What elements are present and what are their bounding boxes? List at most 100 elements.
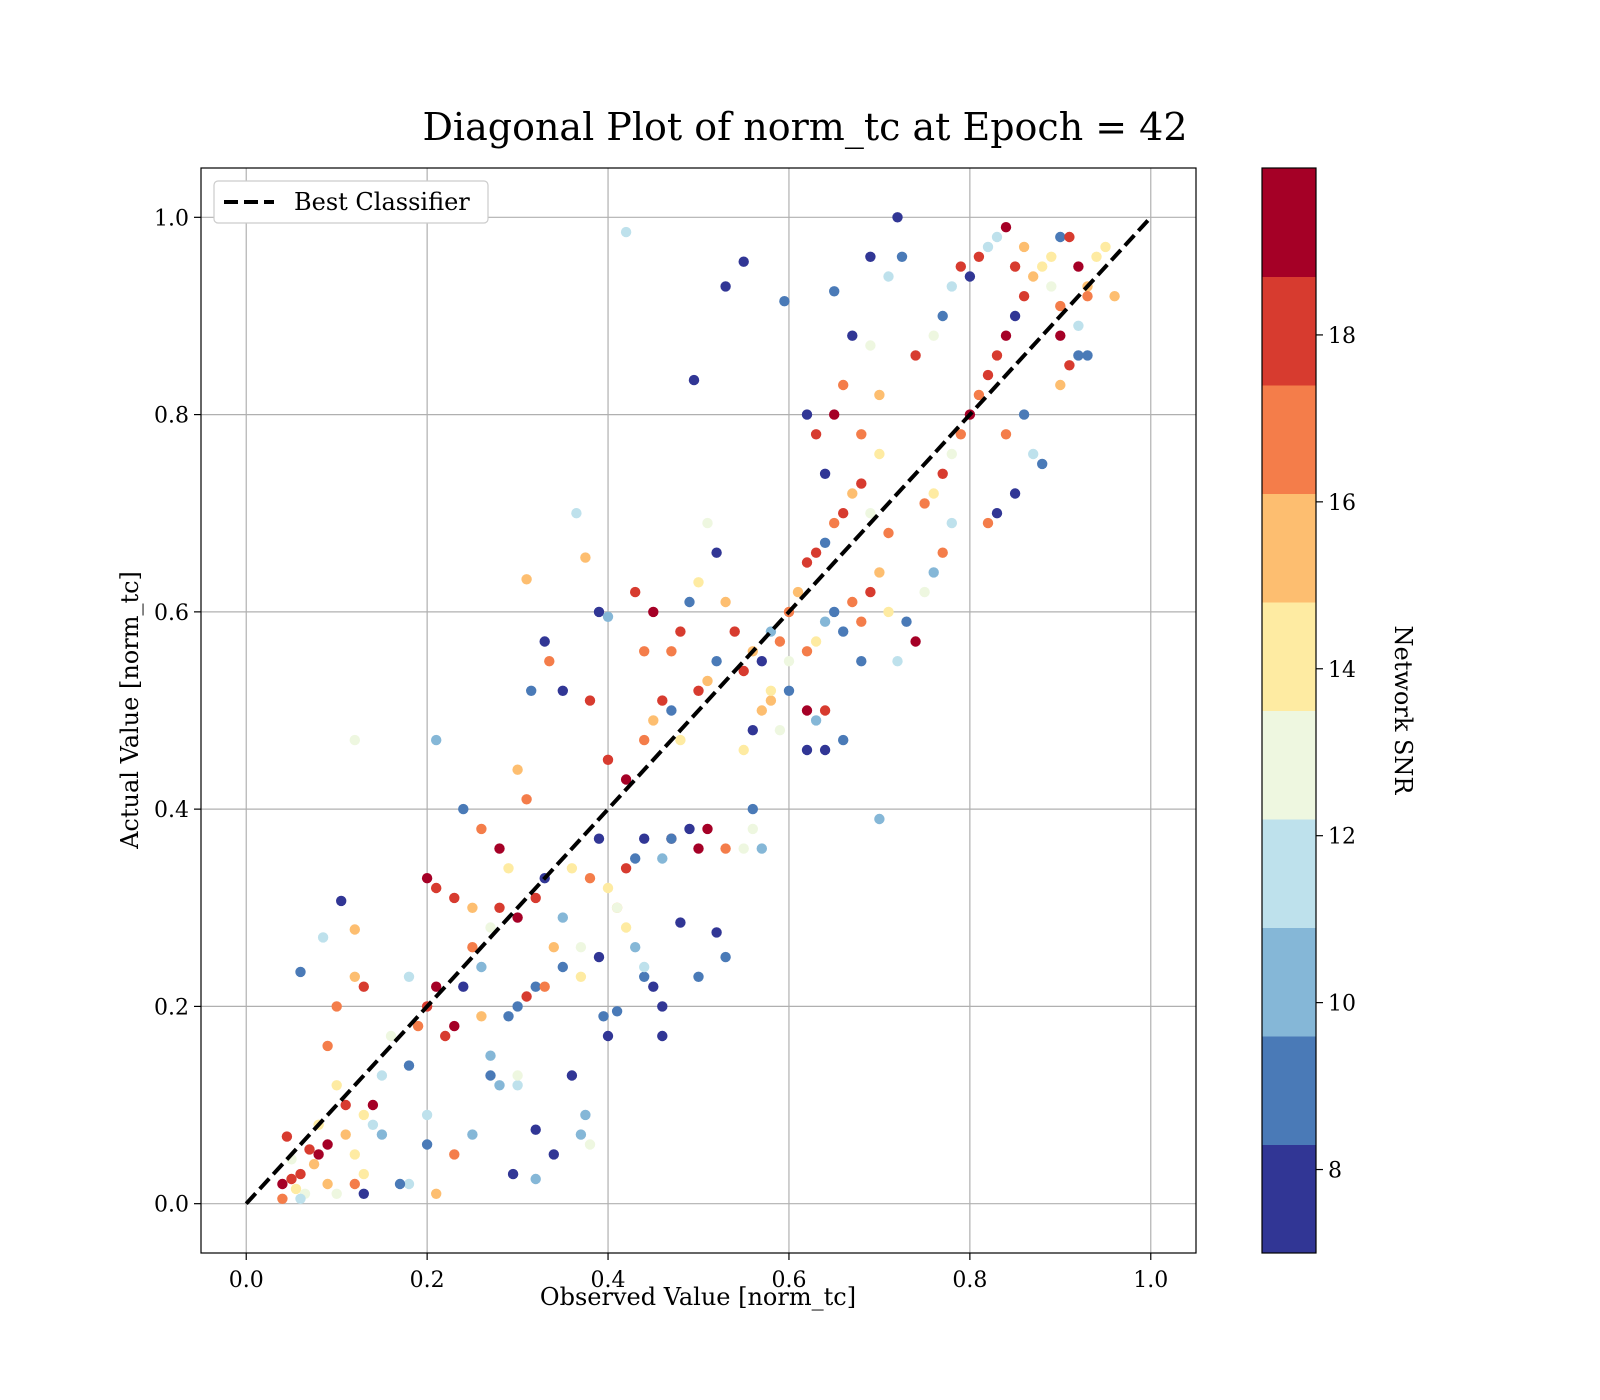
scatter-point xyxy=(322,1139,333,1150)
y-axis-label: Actual Value [norm_tc] xyxy=(116,571,144,850)
scatter-point xyxy=(810,547,822,558)
scatter-point xyxy=(838,626,849,637)
scatter-point xyxy=(720,596,731,608)
x-axis-label: Observed Value [norm_tc] xyxy=(540,1283,856,1311)
scatter-point xyxy=(829,286,840,297)
colorbar-tick-label: 10 xyxy=(1328,992,1356,1017)
scatter-point xyxy=(349,971,360,982)
scatter-point xyxy=(277,1193,288,1205)
scatter-point xyxy=(964,271,976,282)
scatter-point xyxy=(702,823,713,835)
scatter-points xyxy=(277,212,1120,1205)
scatter-point xyxy=(856,478,867,489)
scatter-point xyxy=(485,1050,496,1061)
scatter-point xyxy=(358,1188,369,1200)
colorbar-band xyxy=(1262,602,1316,711)
scatter-point xyxy=(675,626,686,637)
scatter-point xyxy=(376,1070,388,1081)
scatter-point xyxy=(1082,291,1093,302)
scatter-point xyxy=(331,1080,342,1091)
scatter-point xyxy=(1000,330,1012,341)
scatter-point xyxy=(476,1011,487,1022)
scatter-point xyxy=(801,744,813,756)
scatter-point xyxy=(874,448,885,460)
scatter-point xyxy=(412,1020,424,1032)
scatter-point xyxy=(810,715,822,726)
scatter-point xyxy=(856,616,867,627)
scatter-point xyxy=(467,1129,478,1140)
scatter-point xyxy=(1073,261,1084,272)
colorbar-tick-label: 16 xyxy=(1328,491,1356,516)
scatter-point xyxy=(738,843,749,854)
scatter-point xyxy=(738,665,749,677)
scatter-point xyxy=(982,241,994,253)
scatter-point xyxy=(575,971,587,982)
scatter-point xyxy=(892,656,903,667)
scatter-point xyxy=(991,508,1003,519)
x-tick-label: 0.8 xyxy=(952,1268,987,1293)
y-axis-ticks: 0.0 0.2 0.4 0.6 0.8 1.0 xyxy=(154,206,201,1218)
scatter-point xyxy=(1091,251,1102,262)
scatter-point xyxy=(838,734,849,746)
scatter-point xyxy=(593,951,605,963)
scatter-point xyxy=(331,1001,342,1012)
scatter-point xyxy=(1000,429,1012,440)
scatter-point xyxy=(693,971,704,982)
scatter-point xyxy=(657,1030,668,1042)
scatter-point xyxy=(639,833,650,844)
scatter-point xyxy=(747,823,758,835)
scatter-point xyxy=(1082,350,1093,361)
scatter-point xyxy=(449,1149,460,1160)
scatter-point xyxy=(874,813,885,825)
chart-title: Diagonal Plot of norm_tc at Epoch = 42 xyxy=(422,105,1187,150)
scatter-point xyxy=(747,725,758,736)
colorbar-band xyxy=(1262,819,1316,928)
scatter-point xyxy=(829,606,840,618)
scatter-point xyxy=(1009,261,1021,272)
scatter-point xyxy=(358,981,369,992)
scatter-point xyxy=(666,833,677,844)
scatter-point xyxy=(1100,241,1111,253)
scatter-point xyxy=(937,310,948,322)
legend: Best Classifier xyxy=(213,180,489,224)
scatter-point xyxy=(557,961,568,973)
scatter-point xyxy=(639,646,650,657)
scatter-point xyxy=(765,685,777,696)
scatter-point xyxy=(566,863,578,874)
colorbar-tick-label: 14 xyxy=(1328,658,1356,683)
plot-area: 0.0 0.2 0.4 0.6 0.8 1.0 0.0 0.2 0.4 0.6 0.8 1.0 xyxy=(154,167,1197,1293)
scatter-point xyxy=(571,508,582,519)
scatter-point xyxy=(277,1178,288,1190)
best-classifier-line xyxy=(244,215,1153,1206)
colorbar-band xyxy=(1262,276,1316,386)
scatter-point xyxy=(358,1109,369,1121)
x-tick-label: 0.4 xyxy=(591,1268,626,1293)
scatter-point xyxy=(322,1040,333,1052)
scatter-point xyxy=(440,1030,451,1042)
scatter-point xyxy=(611,1006,623,1017)
scatter-point xyxy=(756,705,767,716)
scatter-point xyxy=(521,794,532,805)
scatter-point xyxy=(431,882,442,894)
scatter-point xyxy=(693,685,704,696)
scatter-point xyxy=(1064,231,1075,243)
scatter-point xyxy=(403,1178,415,1190)
scatter-point xyxy=(937,547,948,558)
colorbar-tick-label: 18 xyxy=(1328,324,1356,349)
scatter-point xyxy=(308,1159,320,1170)
y-tick-label: 0.0 xyxy=(154,1193,189,1218)
x-tick-label: 0.0 xyxy=(229,1268,264,1293)
scatter-point xyxy=(801,557,813,568)
scatter-point xyxy=(530,1173,541,1185)
scatter-point xyxy=(503,863,514,874)
colorbar-band xyxy=(1262,927,1316,1037)
scatter-point xyxy=(421,1139,433,1150)
scatter-point xyxy=(521,991,532,1002)
scatter-point xyxy=(819,616,831,627)
scatter-point xyxy=(584,873,596,884)
scatter-point xyxy=(630,853,641,864)
scatter-point xyxy=(883,606,894,618)
scatter-point xyxy=(584,1139,596,1150)
scatter-point xyxy=(367,1119,379,1131)
